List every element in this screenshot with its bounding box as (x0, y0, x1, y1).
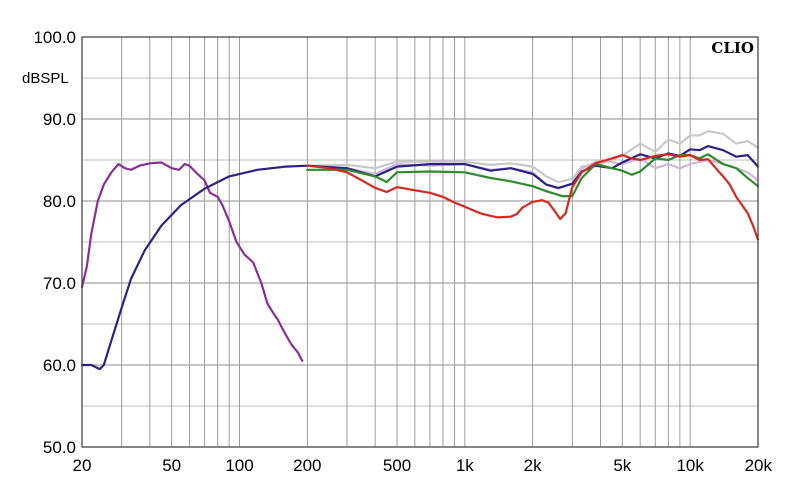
x-tick-label: 200 (293, 456, 321, 475)
brand-logo: CLIO (711, 39, 754, 57)
x-tick-label: 5k (613, 456, 631, 475)
x-tick-label: 50 (162, 456, 181, 475)
x-tick-label: 2k (524, 456, 542, 475)
plot-frame (81, 36, 759, 448)
series-group (80, 130, 760, 371)
x-tick-label: 500 (383, 456, 411, 475)
x-tick-label: 1k (456, 456, 474, 475)
x-tick-label: 20k (745, 456, 773, 475)
series-line-6 (306, 153, 760, 241)
y-tick-label: 80.0 (43, 192, 76, 211)
series-line-1 (80, 161, 304, 362)
x-tick-labels: 20 50 100 200 500 1k 2k 5k 10k 20k (73, 456, 773, 475)
series-line-4 (80, 145, 760, 371)
x-tick-label: 20 (73, 456, 92, 475)
y-tick-labels: 100.0 90.0 80.0 70.0 60.0 50.0 (33, 28, 76, 457)
y-tick-label: 100.0 (33, 28, 76, 47)
y-tick-label: 50.0 (43, 438, 76, 457)
y-tick-label: 60.0 (43, 356, 76, 375)
x-tick-label: 100 (225, 456, 253, 475)
x-tick-label: 10k (676, 456, 704, 475)
y-tick-label: 90.0 (43, 110, 76, 129)
y-axis-unit-label: dBSPL (22, 70, 69, 87)
y-tick-label: 70.0 (43, 274, 76, 293)
